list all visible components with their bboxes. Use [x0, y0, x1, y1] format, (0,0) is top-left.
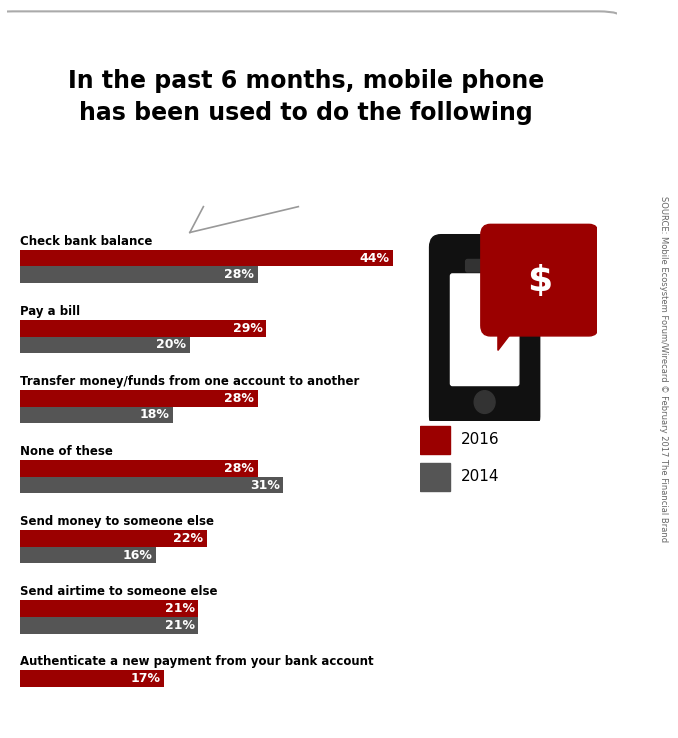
Bar	[20, 407, 173, 424]
FancyBboxPatch shape	[450, 274, 519, 385]
FancyBboxPatch shape	[481, 224, 599, 336]
Text: SOURCE: Mobile Ecosystem Forum/Wirecard © February 2017 The Financial Brand: SOURCE: Mobile Ecosystem Forum/Wirecard …	[659, 196, 668, 542]
FancyBboxPatch shape	[430, 235, 540, 429]
Text: 21%: 21%	[165, 618, 195, 632]
Bar	[20, 460, 258, 477]
Text: Authenticate a new payment from your bank account: Authenticate a new payment from your ban…	[20, 655, 374, 669]
Bar	[20, 617, 198, 633]
Bar	[20, 670, 164, 687]
Text: 20%: 20%	[157, 338, 186, 351]
Text: 28%: 28%	[224, 269, 254, 281]
Text: 31%: 31%	[250, 478, 279, 492]
Text: 17%: 17%	[131, 672, 161, 685]
Text: 22%: 22%	[174, 532, 203, 545]
Polygon shape	[498, 325, 517, 351]
Text: Check bank balance: Check bank balance	[20, 235, 153, 248]
Text: 2016: 2016	[461, 432, 500, 447]
Bar	[20, 250, 393, 266]
FancyBboxPatch shape	[0, 11, 623, 210]
Text: 2014: 2014	[461, 469, 500, 484]
Bar	[20, 320, 266, 337]
Text: Send airtime to someone else: Send airtime to someone else	[20, 585, 218, 599]
Text: 29%: 29%	[233, 322, 262, 335]
Text: Pay a bill: Pay a bill	[20, 305, 81, 318]
Bar	[20, 477, 283, 493]
Text: 28%: 28%	[224, 392, 254, 405]
Bar	[20, 337, 190, 354]
Text: Send money to someone else: Send money to someone else	[20, 515, 214, 528]
Bar	[420, 426, 450, 454]
Bar	[20, 266, 258, 283]
Bar	[20, 600, 198, 617]
Bar	[420, 463, 450, 491]
Text: 18%: 18%	[140, 408, 170, 421]
Text: In the past 6 months, mobile phone
has been used to do the following: In the past 6 months, mobile phone has b…	[68, 69, 544, 125]
Text: 28%: 28%	[224, 462, 254, 475]
Text: 21%: 21%	[165, 602, 195, 615]
Text: $: $	[527, 264, 553, 298]
Bar	[20, 547, 156, 563]
Bar	[20, 530, 207, 547]
Circle shape	[474, 390, 495, 413]
Text: 16%: 16%	[123, 548, 153, 562]
Text: Transfer money/funds from one account to another: Transfer money/funds from one account to…	[20, 375, 360, 388]
FancyBboxPatch shape	[466, 260, 504, 272]
Bar	[20, 390, 258, 407]
Text: 44%: 44%	[360, 252, 390, 265]
Text: None of these: None of these	[20, 445, 113, 458]
